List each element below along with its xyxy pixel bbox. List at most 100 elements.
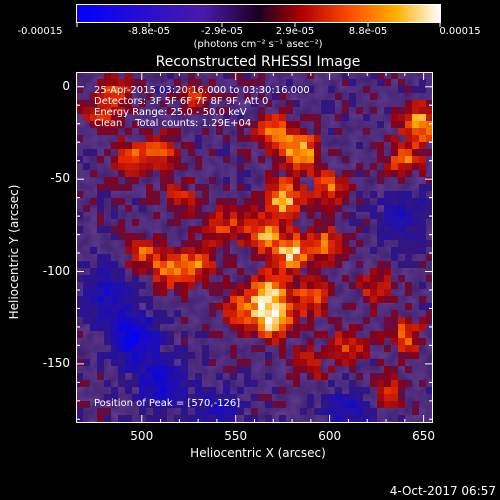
heatmap-cell: [132, 254, 139, 261]
heatmap-cell: [342, 212, 349, 219]
heatmap-cell: [181, 345, 188, 352]
heatmap-cell: [132, 107, 139, 114]
heatmap-cell: [104, 121, 111, 128]
heatmap-cell: [286, 212, 293, 219]
heatmap-cell: [104, 380, 111, 387]
heatmap-cell: [202, 331, 209, 338]
heatmap-cell: [111, 114, 118, 121]
heatmap-cell: [314, 114, 321, 121]
heatmap-cell: [160, 310, 167, 317]
heatmap-cell: [188, 240, 195, 247]
heatmap-cell: [104, 107, 111, 114]
heatmap-cell: [335, 149, 342, 156]
heatmap-cell: [244, 380, 251, 387]
heatmap-cell: [321, 373, 328, 380]
heatmap-cell: [195, 163, 202, 170]
colorbar-units: (photons cm⁻² s⁻¹ asec⁻²): [193, 39, 323, 50]
heatmap-cell: [314, 135, 321, 142]
heatmap-cell: [321, 282, 328, 289]
heatmap-cell: [342, 338, 349, 345]
heatmap-cell: [223, 401, 230, 408]
heatmap-cell: [76, 156, 83, 163]
heatmap-cell: [111, 142, 118, 149]
heatmap-cell: [405, 366, 412, 373]
heatmap-cell: [265, 114, 272, 121]
heatmap-cell: [181, 366, 188, 373]
heatmap-cell: [244, 324, 251, 331]
heatmap-cell: [237, 233, 244, 240]
heatmap-cell: [356, 408, 363, 415]
heatmap-cell: [377, 121, 384, 128]
heatmap-cell: [398, 212, 405, 219]
heatmap-cell: [167, 261, 174, 268]
heatmap-cell: [265, 233, 272, 240]
heatmap-cell: [83, 296, 90, 303]
heatmap-cell: [258, 198, 265, 205]
heatmap-cell: [139, 380, 146, 387]
heatmap-cell: [293, 100, 300, 107]
heatmap-cell: [356, 219, 363, 226]
heatmap-cell: [426, 317, 433, 324]
heatmap-cell: [398, 415, 405, 422]
heatmap-cell: [279, 93, 286, 100]
heatmap-cell: [321, 352, 328, 359]
heatmap-cell: [139, 163, 146, 170]
heatmap-cell: [265, 296, 272, 303]
heatmap-cell: [272, 170, 279, 177]
heatmap-cell: [244, 275, 251, 282]
heatmap-cell: [90, 93, 97, 100]
heatmap-cell: [286, 205, 293, 212]
heatmap-cell: [223, 135, 230, 142]
heatmap-cell: [244, 226, 251, 233]
heatmap-cell: [265, 205, 272, 212]
heatmap-cell: [356, 394, 363, 401]
heatmap-cell: [209, 359, 216, 366]
heatmap-cell: [153, 331, 160, 338]
heatmap-cell: [293, 191, 300, 198]
heatmap-cell: [104, 114, 111, 121]
heatmap-cell: [202, 387, 209, 394]
heatmap-cell: [237, 114, 244, 121]
heatmap-cell: [279, 191, 286, 198]
heatmap-cell: [363, 296, 370, 303]
heatmap-cell: [307, 261, 314, 268]
heatmap-cell: [384, 205, 391, 212]
heatmap-cell: [314, 359, 321, 366]
heatmap-cell: [251, 296, 258, 303]
heatmap-cell: [209, 303, 216, 310]
heatmap-cell: [118, 79, 125, 86]
heatmap-cell: [307, 359, 314, 366]
heatmap-cell: [279, 387, 286, 394]
heatmap-cell: [279, 415, 286, 422]
heatmap-cell: [118, 198, 125, 205]
heatmap-cell: [349, 324, 356, 331]
heatmap-cell: [83, 317, 90, 324]
heatmap-cell: [356, 401, 363, 408]
heatmap-cell: [258, 303, 265, 310]
heatmap-cell: [188, 86, 195, 93]
heatmap-cell: [328, 212, 335, 219]
heatmap-cell: [370, 191, 377, 198]
heatmap-cell: [293, 282, 300, 289]
heatmap-cell: [321, 233, 328, 240]
heatmap-cell: [391, 394, 398, 401]
heatmap-cell: [307, 240, 314, 247]
heatmap-cell: [118, 170, 125, 177]
heatmap-cell: [230, 233, 237, 240]
heatmap-cell: [293, 324, 300, 331]
heatmap-cell: [174, 93, 181, 100]
heatmap-cell: [90, 275, 97, 282]
heatmap-cell: [286, 177, 293, 184]
heatmap-cell: [237, 366, 244, 373]
heatmap-cell: [314, 170, 321, 177]
heatmap-cell: [314, 198, 321, 205]
heatmap-cell: [419, 380, 426, 387]
heatmap-cell: [188, 247, 195, 254]
heatmap-cell: [146, 373, 153, 380]
heatmap-cell: [139, 387, 146, 394]
heatmap-cell: [342, 191, 349, 198]
heatmap-cell: [139, 149, 146, 156]
heatmap-cell: [153, 261, 160, 268]
annotation-detectors: Detectors: 3F 5F 6F 7F 8F 9F, Att 0: [94, 96, 269, 107]
heatmap-cell: [279, 177, 286, 184]
